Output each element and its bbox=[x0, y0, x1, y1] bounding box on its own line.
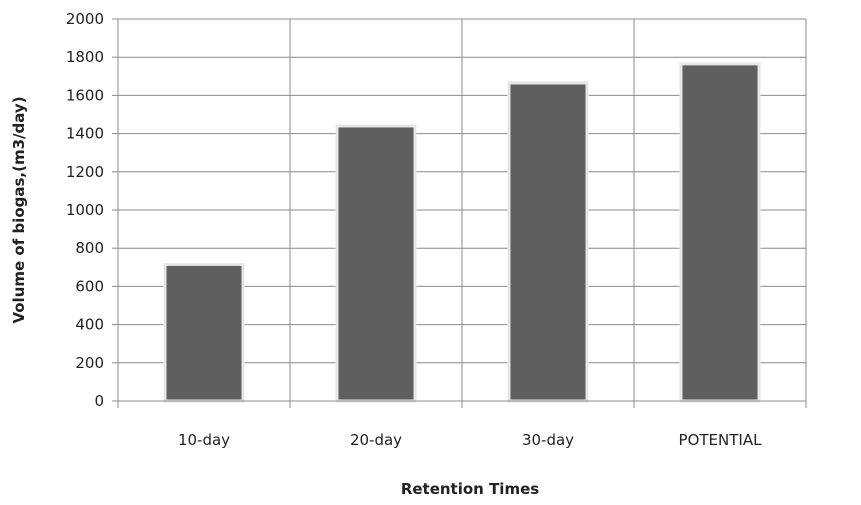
y-tick-label-1400: 1400 bbox=[66, 125, 104, 143]
x-tick-label-30-day: 30-day bbox=[522, 431, 574, 449]
bar-potential bbox=[679, 62, 761, 403]
axes bbox=[112, 18, 807, 408]
y-tick-label-2000: 2000 bbox=[66, 10, 104, 28]
y-tick-label-400: 400 bbox=[75, 316, 104, 334]
x-tick-label-10-day: 10-day bbox=[178, 431, 230, 449]
bars bbox=[163, 62, 761, 403]
y-tick-label-1200: 1200 bbox=[66, 163, 104, 181]
bar-10-day bbox=[163, 262, 245, 403]
y-tick-label-1600: 1600 bbox=[66, 86, 104, 104]
y-axis-title: Volume of biogas,(m3/day) bbox=[10, 96, 28, 323]
y-tick-label-1000: 1000 bbox=[66, 201, 104, 219]
y-tick-label-600: 600 bbox=[75, 277, 104, 295]
y-tick-label-800: 800 bbox=[75, 239, 104, 257]
x-tick-label-20-day: 20-day bbox=[350, 431, 402, 449]
bar-20-day bbox=[335, 124, 417, 403]
x-tick-label-potential: POTENTIAL bbox=[679, 431, 763, 449]
tick-labels: 0 200 400 600 800 1000 1200 1400 1600 1800 2000 10-… bbox=[66, 10, 762, 449]
x-axis-title: Retention Times bbox=[401, 480, 539, 498]
y-tick-label-1800: 1800 bbox=[66, 48, 104, 66]
y-tick-label-200: 200 bbox=[75, 354, 104, 372]
bar-30-day bbox=[507, 81, 589, 403]
y-tick-label-0: 0 bbox=[94, 392, 104, 410]
